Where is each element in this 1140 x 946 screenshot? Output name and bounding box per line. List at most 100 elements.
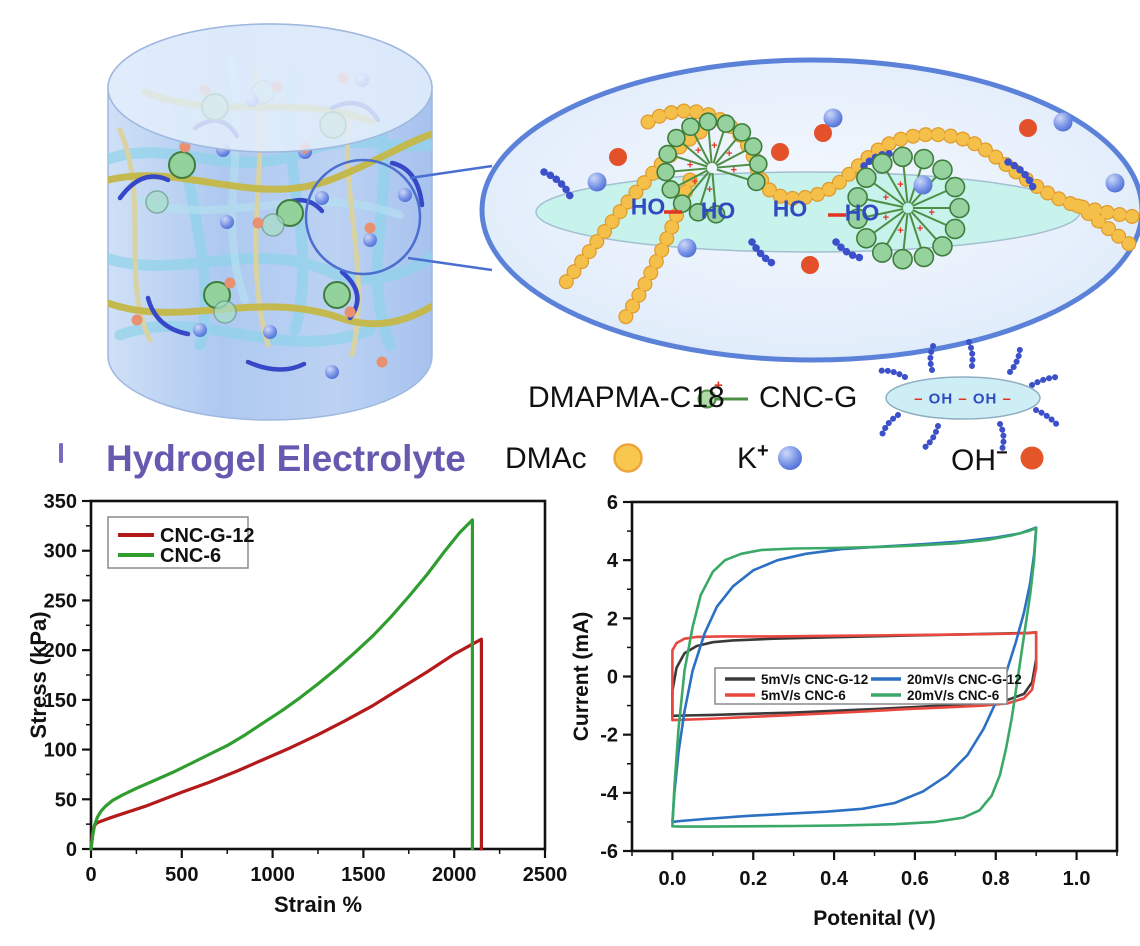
oh-text: OH xyxy=(972,390,998,408)
micelle-head xyxy=(944,176,966,198)
micelle-head xyxy=(892,248,913,270)
micelle-head xyxy=(913,148,935,170)
zoomed-ellipse: ++++++++++++++ xyxy=(479,57,1140,363)
k-sup: + xyxy=(757,440,769,462)
dmapma-micelles: ++++++++++++++ xyxy=(656,112,970,270)
plus-charge-icon: + xyxy=(714,377,723,394)
y-tick-label: 250 xyxy=(44,590,77,612)
y-axis-label: Stress (kPa) xyxy=(28,611,51,738)
micelle-head xyxy=(892,146,913,168)
x-tick-label: 0.0 xyxy=(659,868,687,890)
x-tick-label: 0.2 xyxy=(739,868,767,890)
micelle-head xyxy=(672,194,692,213)
micelle-tail xyxy=(871,181,905,206)
major-ticks xyxy=(82,499,547,858)
micelle-tail xyxy=(885,211,907,247)
dash: – xyxy=(958,390,968,408)
dmapma-label: DMAPMA-C18 xyxy=(528,381,725,414)
k-text: K xyxy=(737,442,758,475)
y-tick-label: -6 xyxy=(600,841,618,863)
x-tick-label: 500 xyxy=(165,864,198,886)
plus-charge: + xyxy=(897,179,903,191)
micelle-tail xyxy=(714,136,739,165)
plus-charge: + xyxy=(731,164,737,176)
micelle-head xyxy=(716,114,736,133)
y-tick-label: 4 xyxy=(607,550,619,572)
plus-charge: + xyxy=(883,212,889,224)
legend-entry-label: 20mV/s CNC-6 xyxy=(907,688,1000,703)
x-tick-label: 2500 xyxy=(523,864,568,886)
dash: – xyxy=(1002,390,1012,408)
micelle-tail xyxy=(676,169,709,188)
legend-entry-label: 5mV/s CNC-G-12 xyxy=(761,672,868,687)
cncg-icon xyxy=(876,337,1063,453)
micelle-tail xyxy=(673,155,708,168)
x-tick-label: 0.6 xyxy=(901,868,929,890)
dash: – xyxy=(914,390,924,408)
micelle-tail xyxy=(672,167,708,173)
zoom-connector-lines xyxy=(407,164,493,272)
y-axis-label: Current (mA) xyxy=(572,612,593,742)
micelle-tail xyxy=(912,209,949,227)
legend-box xyxy=(107,516,249,569)
y-tick-label: 200 xyxy=(44,640,77,662)
cncg-icon-chains xyxy=(876,337,1063,453)
y-tick-label: -2 xyxy=(600,725,618,747)
micelle-head xyxy=(706,205,726,224)
y-tick-label: 6 xyxy=(607,492,618,514)
cncg-label: CNC-G xyxy=(759,381,858,414)
y-tick-label: 300 xyxy=(44,541,77,563)
micelle-head xyxy=(949,197,970,219)
major-ticks xyxy=(623,500,1078,860)
tick-labels: 0 500 1000 1500 2000 2500 0 50 100 150 200 250 300 35… xyxy=(44,491,568,886)
micelle-head xyxy=(932,159,953,181)
micelle-tail xyxy=(902,212,909,252)
micelle-head xyxy=(681,117,700,137)
x-tick-label: 0 xyxy=(85,864,96,886)
micelle-head xyxy=(743,137,763,156)
micelle-tail xyxy=(680,141,709,166)
micelle-head xyxy=(856,167,877,189)
hydrogel-schematic: ++++++++++++++ + xyxy=(59,23,1140,473)
micelle-head xyxy=(932,235,953,257)
left-margin-mark xyxy=(59,443,63,463)
dmac-bead-icon xyxy=(613,443,643,473)
h-bond-dashes xyxy=(664,210,846,217)
ho-label: HO xyxy=(630,193,666,220)
micelle-tail xyxy=(707,128,713,164)
k-ion-icon xyxy=(778,446,802,470)
micelle-head xyxy=(698,112,718,131)
y-tick-label: 350 xyxy=(44,491,77,513)
oh-ion-label: OH− xyxy=(951,442,1008,478)
x-tick-label: 2000 xyxy=(432,864,477,886)
micelle-tail xyxy=(908,212,923,251)
x-tick-label: 1.0 xyxy=(1063,868,1091,890)
plus-charge: + xyxy=(692,176,698,188)
stress-strain-chart: 0 500 1000 1500 2000 2500 0 50 100 150 200 250 300 35… xyxy=(28,491,568,917)
plus-charge: + xyxy=(897,225,903,237)
series-5mV-s-CNC-6 xyxy=(671,631,1038,722)
oh-ion-icon xyxy=(1020,446,1044,470)
cncg-icon-text: – OH – OH – xyxy=(914,391,1012,408)
micelle-tail xyxy=(902,164,909,204)
series-CNC-G-12 xyxy=(89,637,483,851)
ho-label: HO xyxy=(772,195,808,222)
micelle-tail xyxy=(685,171,710,200)
dmapma-icon: + xyxy=(697,377,748,409)
plus-charge: + xyxy=(726,148,732,160)
micelle-head xyxy=(847,186,868,208)
plus-charge: + xyxy=(928,207,934,219)
micelle-head xyxy=(749,154,768,174)
legend-entry-label: 20mV/s CNC-G-12 xyxy=(907,672,1022,687)
micelle-head xyxy=(944,218,966,240)
micelle: +++++++ xyxy=(847,146,970,270)
figure-title: Hydrogel Electrolyte xyxy=(106,438,466,479)
plus-charge: + xyxy=(883,192,889,204)
micelle-tail xyxy=(716,163,752,169)
micelle-head xyxy=(847,208,868,230)
plus-charge: + xyxy=(711,140,717,152)
micelle-tail xyxy=(864,197,904,208)
legend-box xyxy=(714,667,1008,705)
